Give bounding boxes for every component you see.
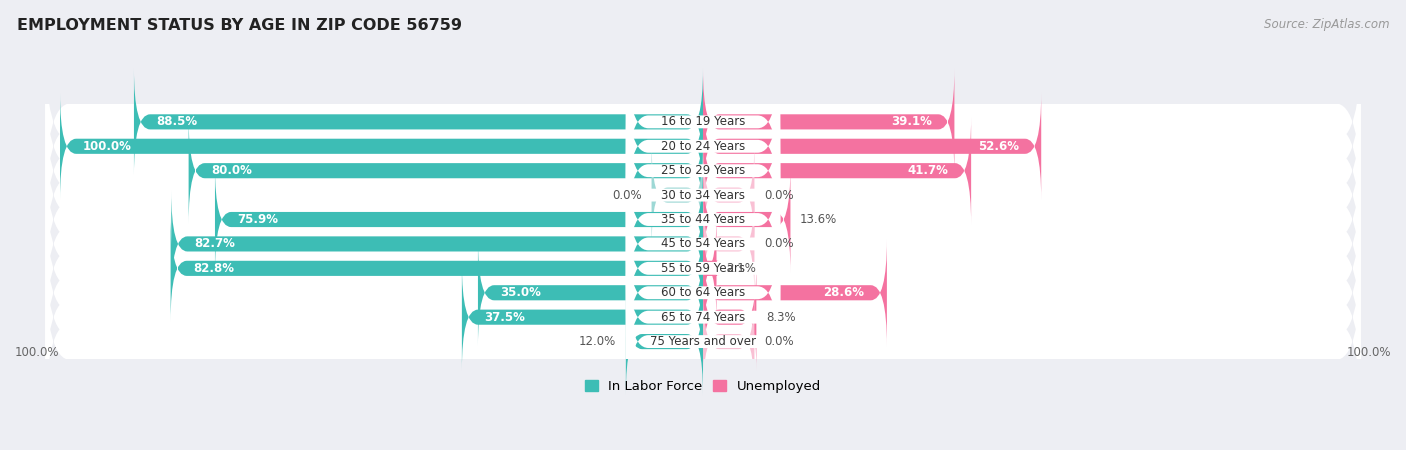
FancyBboxPatch shape xyxy=(188,117,703,224)
FancyBboxPatch shape xyxy=(703,288,755,395)
FancyBboxPatch shape xyxy=(45,189,1361,347)
FancyBboxPatch shape xyxy=(703,239,887,346)
FancyBboxPatch shape xyxy=(703,190,755,297)
Text: 80.0%: 80.0% xyxy=(211,164,252,177)
Text: 82.8%: 82.8% xyxy=(193,262,235,275)
FancyBboxPatch shape xyxy=(45,116,1361,274)
Text: 30 to 34 Years: 30 to 34 Years xyxy=(661,189,745,202)
FancyBboxPatch shape xyxy=(626,189,780,347)
Text: 20 to 24 Years: 20 to 24 Years xyxy=(661,140,745,153)
FancyBboxPatch shape xyxy=(626,288,703,395)
Text: 100.0%: 100.0% xyxy=(83,140,131,153)
FancyBboxPatch shape xyxy=(45,238,1361,396)
Text: 52.6%: 52.6% xyxy=(977,140,1019,153)
FancyBboxPatch shape xyxy=(45,214,1361,372)
FancyBboxPatch shape xyxy=(651,142,703,248)
FancyBboxPatch shape xyxy=(45,92,1361,250)
Text: 37.5%: 37.5% xyxy=(485,310,526,324)
FancyBboxPatch shape xyxy=(626,262,780,421)
Legend: In Labor Force, Unemployed: In Labor Force, Unemployed xyxy=(585,380,821,393)
Text: 0.0%: 0.0% xyxy=(763,189,794,202)
Text: 75.9%: 75.9% xyxy=(238,213,278,226)
FancyBboxPatch shape xyxy=(626,92,780,250)
FancyBboxPatch shape xyxy=(703,93,1042,200)
FancyBboxPatch shape xyxy=(170,215,703,322)
Text: 39.1%: 39.1% xyxy=(891,115,932,128)
FancyBboxPatch shape xyxy=(45,262,1361,421)
Text: 16 to 19 Years: 16 to 19 Years xyxy=(661,115,745,128)
Text: 45 to 54 Years: 45 to 54 Years xyxy=(661,238,745,251)
FancyBboxPatch shape xyxy=(478,239,703,346)
FancyBboxPatch shape xyxy=(45,140,1361,299)
FancyBboxPatch shape xyxy=(703,117,972,224)
Text: 28.6%: 28.6% xyxy=(824,286,865,299)
Text: 75 Years and over: 75 Years and over xyxy=(650,335,756,348)
Text: 25 to 29 Years: 25 to 29 Years xyxy=(661,164,745,177)
FancyBboxPatch shape xyxy=(626,214,780,372)
FancyBboxPatch shape xyxy=(703,68,955,176)
FancyBboxPatch shape xyxy=(626,165,780,323)
FancyBboxPatch shape xyxy=(45,43,1361,201)
FancyBboxPatch shape xyxy=(626,67,780,225)
Text: 100.0%: 100.0% xyxy=(15,346,59,359)
Text: 12.0%: 12.0% xyxy=(579,335,616,348)
FancyBboxPatch shape xyxy=(45,165,1361,323)
Text: 35 to 44 Years: 35 to 44 Years xyxy=(661,213,745,226)
Text: EMPLOYMENT STATUS BY AGE IN ZIP CODE 56759: EMPLOYMENT STATUS BY AGE IN ZIP CODE 567… xyxy=(17,18,463,33)
FancyBboxPatch shape xyxy=(626,238,780,396)
Text: 60 to 64 Years: 60 to 64 Years xyxy=(661,286,745,299)
FancyBboxPatch shape xyxy=(703,166,790,273)
Text: 35.0%: 35.0% xyxy=(501,286,541,299)
FancyBboxPatch shape xyxy=(463,264,703,371)
Text: 41.7%: 41.7% xyxy=(908,164,949,177)
FancyBboxPatch shape xyxy=(626,116,780,274)
Text: 2.1%: 2.1% xyxy=(725,262,756,275)
FancyBboxPatch shape xyxy=(703,264,756,371)
Text: 100.0%: 100.0% xyxy=(1347,346,1391,359)
Text: 55 to 59 Years: 55 to 59 Years xyxy=(661,262,745,275)
Text: 65 to 74 Years: 65 to 74 Years xyxy=(661,310,745,324)
Text: 82.7%: 82.7% xyxy=(194,238,235,251)
Text: 13.6%: 13.6% xyxy=(800,213,838,226)
FancyBboxPatch shape xyxy=(626,140,780,298)
Text: 88.5%: 88.5% xyxy=(156,115,198,128)
Text: 0.0%: 0.0% xyxy=(612,189,643,202)
FancyBboxPatch shape xyxy=(703,142,755,248)
FancyBboxPatch shape xyxy=(60,93,703,200)
FancyBboxPatch shape xyxy=(45,67,1361,225)
FancyBboxPatch shape xyxy=(626,43,780,201)
Text: 0.0%: 0.0% xyxy=(763,238,794,251)
Text: 8.3%: 8.3% xyxy=(766,310,796,324)
FancyBboxPatch shape xyxy=(172,190,703,297)
FancyBboxPatch shape xyxy=(134,68,703,176)
Text: 0.0%: 0.0% xyxy=(763,335,794,348)
FancyBboxPatch shape xyxy=(215,166,703,273)
FancyBboxPatch shape xyxy=(700,215,718,322)
Text: Source: ZipAtlas.com: Source: ZipAtlas.com xyxy=(1264,18,1389,31)
